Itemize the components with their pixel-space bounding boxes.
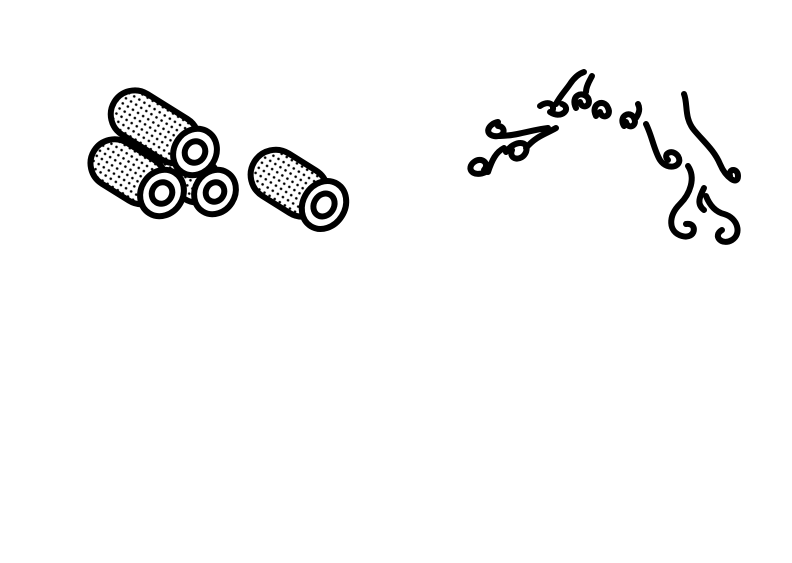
swirl-9 [703,193,741,245]
curl-3 [619,101,643,130]
swirl-8 [668,163,697,240]
rolled-tubes-icon [87,87,239,220]
tube-front [87,136,187,220]
swirl-7 [681,91,741,184]
swirl-10 [696,185,707,213]
swirl-3 [485,119,551,140]
tube-top [107,87,220,179]
swirl-1 [467,145,507,177]
swirl-2 [503,125,559,162]
swirl-6 [643,121,683,170]
curl-1 [571,73,595,111]
swirl-5 [547,101,570,118]
swirl-ornament-icon [467,69,741,245]
curl-2 [591,99,612,120]
rolled-tube-icon [247,146,350,232]
